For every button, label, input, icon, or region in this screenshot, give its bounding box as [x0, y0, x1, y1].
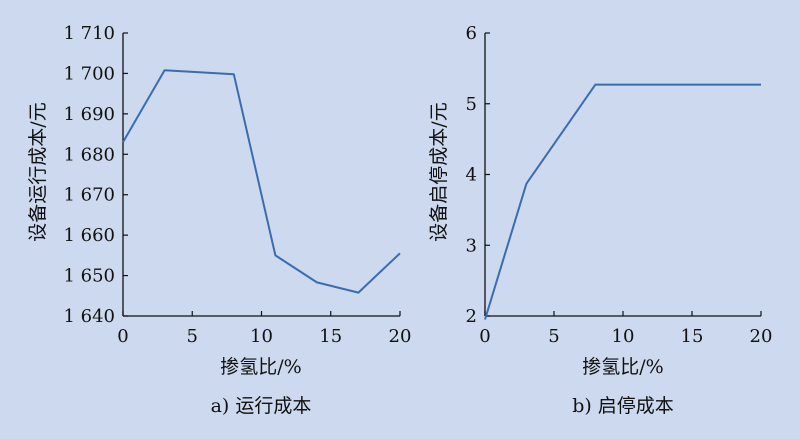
- chart-operating-cost-ytick-label: 1 660: [63, 225, 115, 246]
- chart-operating-cost-xtick-label: 0: [117, 326, 128, 347]
- chart-operating-cost-ytick-label: 1 670: [63, 185, 115, 206]
- chart-startup-cost: 设备启停成本/元 掺氢比/% b) 启停成本 2 3 4 5 6 0 5 10 15 20: [428, 23, 772, 417]
- chart-startup-cost-series-line: [484, 83, 761, 320]
- chart-startup-cost-ytick-label: 5: [466, 94, 477, 115]
- chart-startup-cost-xlabel: 掺氢比/%: [582, 356, 663, 378]
- chart-operating-cost-ytick-label: 1 710: [63, 23, 115, 44]
- chart-startup-cost-ylabel: 设备启停成本/元: [428, 102, 450, 241]
- chart-startup-cost-xtick-label: 5: [548, 326, 559, 347]
- chart-operating-cost-ylabel: 设备运行成本/元: [27, 102, 49, 241]
- chart-operating-cost-ytick-label: 1 700: [63, 63, 115, 84]
- chart-operating-cost-xtick-label: 10: [250, 326, 273, 347]
- chart-operating-cost-ytick-label: 1 690: [63, 104, 115, 125]
- chart-operating-cost: 设备运行成本/元 掺氢比/% a) 运行成本 1 640 1 650 1 660 1 …: [27, 23, 411, 417]
- chart-startup-cost-xtick-label: 20: [750, 326, 773, 347]
- chart-operating-cost-ytick-label: 1 650: [63, 266, 115, 287]
- chart-operating-cost-ytick-label: 1 680: [63, 144, 115, 165]
- chart-startup-cost-ytick-label: 4: [466, 165, 477, 186]
- chart-operating-cost-xlabel: 掺氢比/%: [220, 356, 301, 378]
- chart-operating-cost-series-line: [122, 69, 401, 294]
- chart-startup-cost-ytick-label: 3: [466, 235, 477, 256]
- chart-startup-cost-xtick-label: 10: [612, 326, 635, 347]
- chart-operating-cost-xtick-label: 15: [319, 326, 342, 347]
- chart-operating-cost-xtick-label: 20: [389, 326, 412, 347]
- chart-startup-cost-ytick-label: 6: [466, 23, 477, 44]
- chart-operating-cost-xtick-label: 5: [187, 326, 198, 347]
- chart-startup-cost-xtick-label: 0: [479, 326, 490, 347]
- chart-operating-cost-caption: a) 运行成本: [211, 395, 312, 417]
- chart-startup-cost-ytick-label: 2: [466, 306, 477, 327]
- chart-startup-cost-xtick-label: 15: [681, 326, 704, 347]
- chart-startup-cost-caption: b) 启停成本: [572, 395, 674, 417]
- chart-operating-cost-ytick-label: 1 640: [63, 306, 115, 327]
